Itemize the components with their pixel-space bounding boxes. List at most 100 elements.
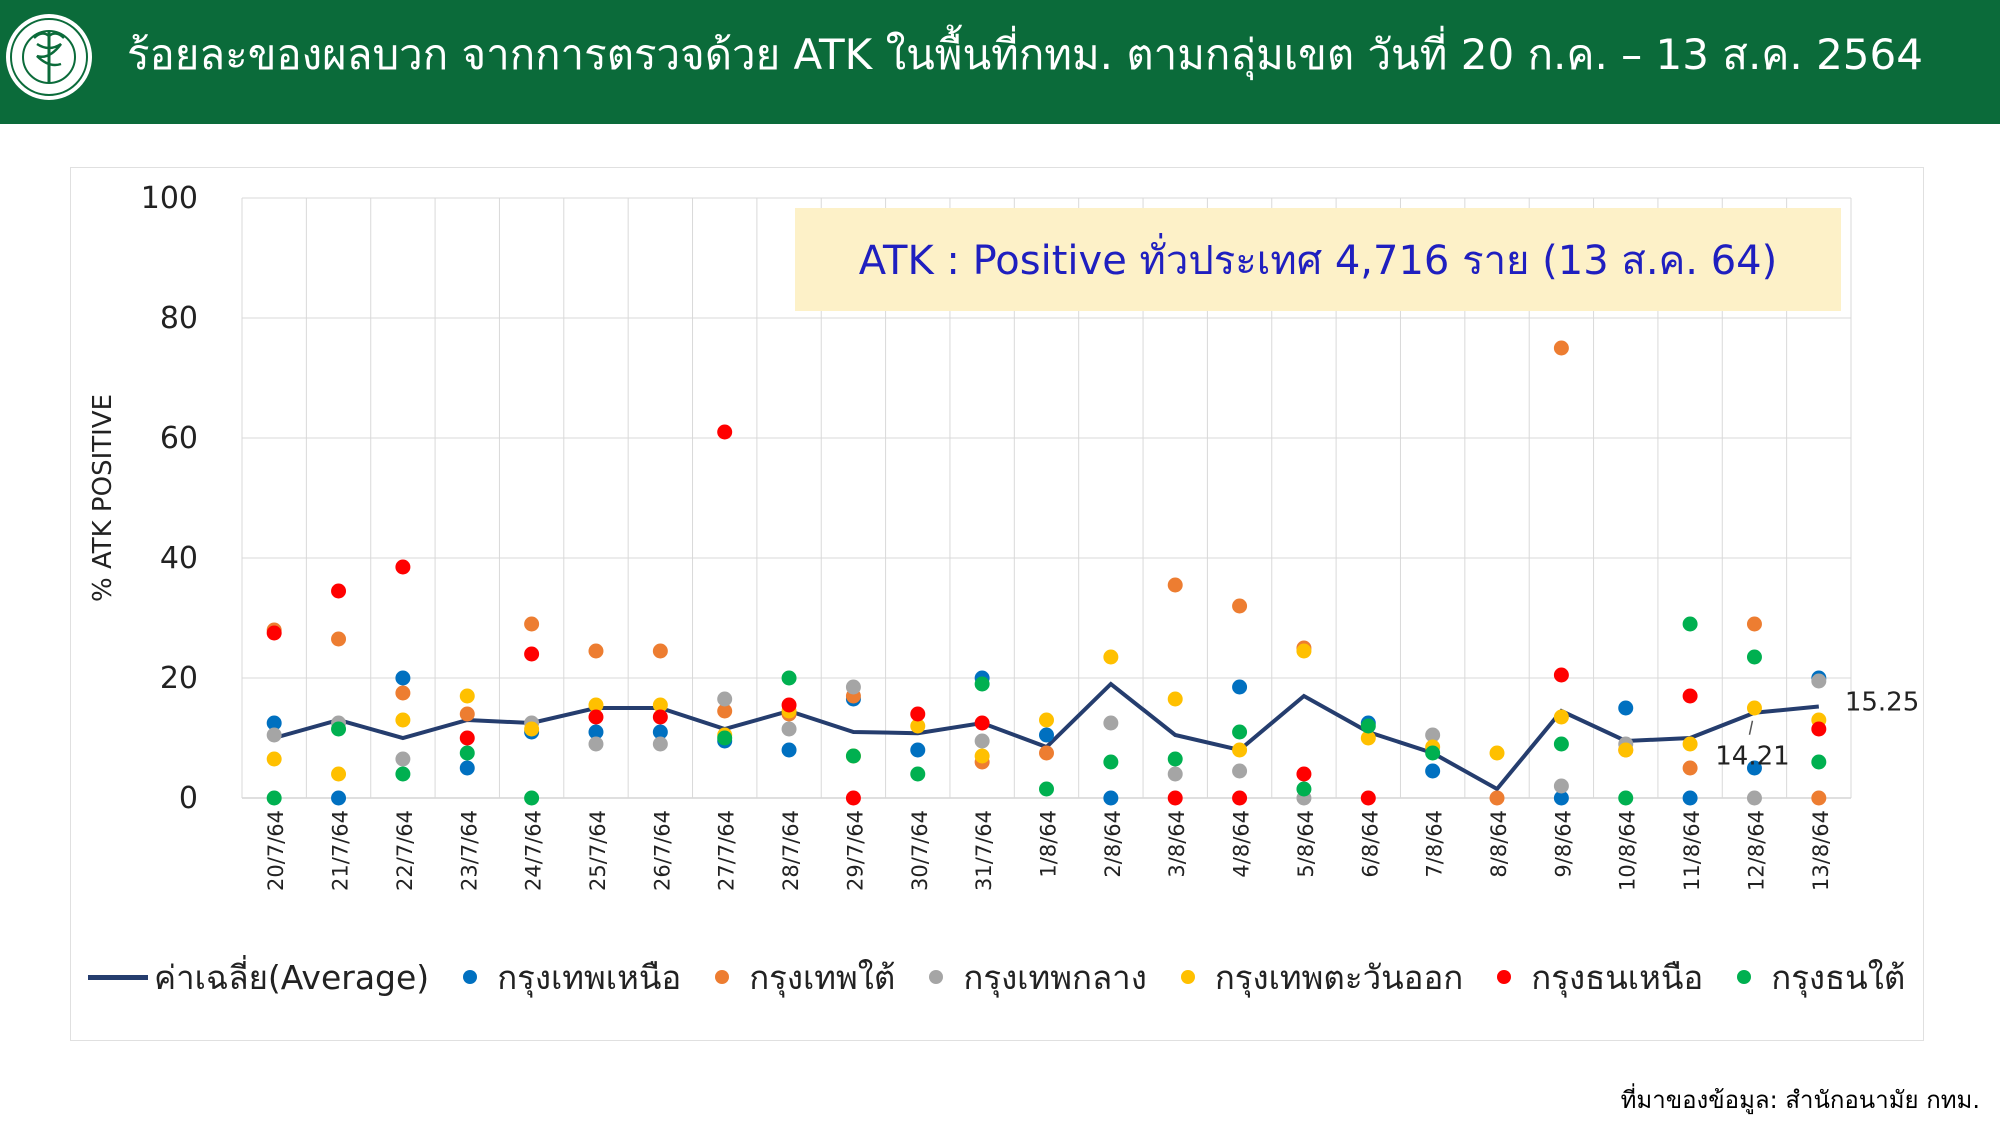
x-tick-label: 5/8/64 (1294, 810, 1318, 878)
data-point-east (1682, 736, 1698, 752)
legend-label: กรุงธนใต้ (1771, 957, 1906, 997)
data-point-thon_south (395, 766, 411, 782)
data-point-east (459, 688, 475, 704)
page-title: ร้อยละของผลบวก จากการตรวจด้วย ATK ในพื้น… (127, 30, 1923, 79)
x-tick-label: 26/7/64 (650, 810, 674, 891)
data-point-east (266, 751, 282, 767)
legend-swatch (1180, 970, 1195, 984)
legend-item-south: กรุงเทพใต้ (715, 951, 895, 1004)
y-tick-label: 80 (160, 301, 198, 336)
data-point-south (1811, 790, 1827, 806)
data-point-north (1103, 790, 1119, 806)
x-tick-label: 29/7/64 (843, 810, 867, 891)
data-point-east (974, 748, 990, 764)
data-point-central (266, 727, 282, 743)
data-point-south (588, 643, 604, 659)
data-point-north (588, 724, 604, 740)
data-point-east (524, 721, 540, 737)
annotation-label: 14.21 (1715, 742, 1789, 772)
data-point-north (1425, 763, 1441, 779)
data-point-thon_south (331, 721, 347, 737)
data-point-thon_south (1553, 736, 1569, 752)
x-tick-label: 22/7/64 (393, 810, 417, 891)
legend-label: กรุงเทพกลาง (963, 957, 1147, 997)
x-tick-label: 6/8/64 (1358, 810, 1382, 878)
legend-label: กรุงเทพใต้ (749, 957, 896, 997)
x-tick-label: 24/7/64 (522, 810, 546, 891)
data-point-thon_south (1296, 781, 1312, 797)
data-point-east (1167, 691, 1183, 707)
legend-label: กรุงเทพเหนือ (497, 957, 682, 997)
data-point-east (1360, 730, 1376, 746)
moph-seal-icon (6, 14, 92, 100)
x-tick-label: 30/7/64 (908, 810, 932, 891)
data-point-thon_south (1746, 649, 1762, 665)
data-point-south (459, 706, 475, 722)
data-point-central (1232, 763, 1248, 779)
data-point-east (1746, 700, 1762, 716)
header-banner: ร้อยละของผลบวก จากการตรวจด้วย ATK ในพื้น… (0, 0, 2000, 124)
data-point-thon_north (331, 583, 347, 599)
data-point-central (974, 733, 990, 749)
legend-item-central: กรุงเทพกลาง (929, 951, 1147, 1004)
data-point-thon_south (1103, 754, 1119, 770)
x-tick-label: 20/7/64 (264, 810, 288, 891)
data-point-south (1682, 760, 1698, 776)
data-point-thon_south (717, 730, 733, 746)
data-point-east (910, 718, 926, 734)
data-point-north (1039, 727, 1054, 743)
data-point-thon_north (974, 715, 990, 731)
data-point-south (1039, 745, 1054, 761)
callout-text: ATK : Positive ทั่วประเทศ 4,716 ราย (13 … (858, 237, 1778, 284)
data-point-north (1232, 679, 1248, 695)
data-point-thon_south (1682, 616, 1698, 632)
data-point-north (459, 760, 475, 776)
data-point-central (1425, 727, 1441, 743)
data-point-thon_north (459, 730, 475, 746)
data-point-south (1553, 340, 1569, 356)
source-note: ที่มาของข้อมูล: สำนักอนามัย กทม. (1620, 1086, 1980, 1114)
data-point-thon_north (395, 559, 411, 575)
y-axis-label: % ATK POSITIVE (88, 394, 118, 602)
data-point-central (1746, 790, 1762, 806)
legend-swatch (88, 974, 148, 980)
data-point-east (1489, 745, 1505, 761)
data-point-central (588, 736, 604, 752)
x-tick-label: 11/8/64 (1680, 810, 1704, 891)
data-point-thon_south (910, 766, 926, 782)
y-tick-label: 100 (141, 181, 198, 216)
y-tick-label: 40 (160, 541, 198, 576)
legend-swatch (1497, 970, 1512, 984)
data-point-central (1553, 778, 1569, 794)
legend-item-thon_south: กรุงธนใต้ (1737, 951, 1905, 1004)
data-point-central (1811, 673, 1827, 689)
atk-positive-chart: 0 20 40 60 80 100 20/7/64 21/7/64 22/7/64 23/7/64… (88, 181, 1919, 891)
legend-label: กรุงธนเหนือ (1531, 957, 1704, 997)
legend-swatch (715, 970, 730, 984)
data-point-thon_north (1232, 790, 1248, 806)
data-point-thon_north (781, 697, 797, 713)
data-point-thon_south (266, 790, 282, 806)
data-point-thon_north (652, 709, 668, 725)
x-tick-label: 10/8/64 (1616, 810, 1640, 891)
x-tick-label: 25/7/64 (586, 810, 610, 891)
data-point-thon_south (1360, 718, 1376, 734)
data-point-north (1746, 760, 1762, 776)
data-point-east (1039, 712, 1054, 728)
legend-item-thon_north: กรุงธนเหนือ (1497, 951, 1703, 1004)
data-point-north (1618, 700, 1634, 716)
data-point-thon_north (524, 646, 540, 662)
data-point-thon_north (1167, 790, 1183, 806)
data-point-east (1553, 709, 1569, 725)
data-point-thon_north (910, 706, 926, 722)
x-tick-label: 23/7/64 (457, 810, 481, 891)
data-point-east (1618, 742, 1634, 758)
legend-item-average: ค่าเฉลี่ย(Average) (88, 951, 429, 1004)
data-point-south (395, 685, 411, 701)
data-point-thon_south (974, 676, 990, 692)
x-tick-label: 8/8/64 (1487, 810, 1511, 878)
data-point-north (266, 715, 282, 731)
chart-legend: ค่าเฉลี่ย(Average) กรุงเทพเหนือ กรุงเทพใต้… (88, 955, 1939, 999)
data-point-north (1553, 790, 1569, 806)
data-point-thon_north (845, 790, 861, 806)
